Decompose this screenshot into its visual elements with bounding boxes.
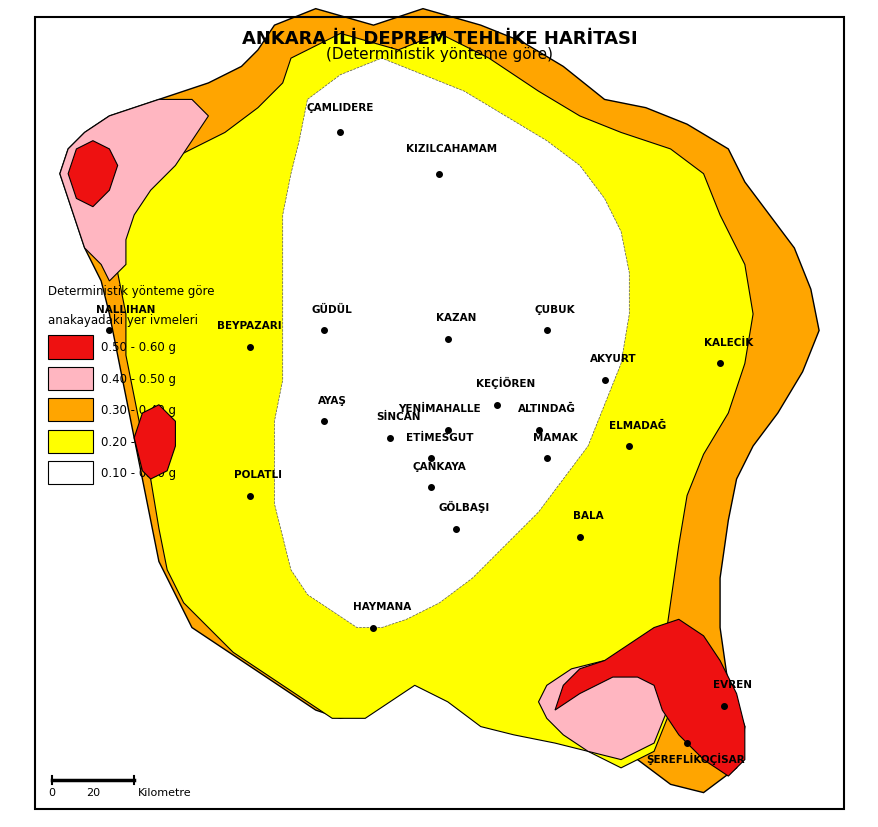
Text: KAZAN: KAZAN [435, 313, 476, 323]
Text: Kilometre: Kilometre [138, 787, 191, 797]
Text: 0.20 - 0.30 g: 0.20 - 0.30 g [101, 435, 176, 448]
Text: (Deterministik yönteme göre): (Deterministik yönteme göre) [326, 46, 552, 62]
Text: NALLIHAN: NALLIHAN [96, 304, 155, 314]
Text: ALTINDAĞ: ALTINDAĞ [517, 404, 575, 414]
FancyBboxPatch shape [47, 461, 93, 485]
Polygon shape [68, 141, 118, 208]
Text: 0.30 - 0.40 g: 0.30 - 0.40 g [101, 404, 176, 417]
Polygon shape [554, 619, 744, 777]
Text: Deterministik yönteme göre: Deterministik yönteme göre [47, 285, 213, 298]
Text: BEYPAZARI: BEYPAZARI [217, 321, 282, 331]
Polygon shape [538, 661, 670, 760]
Text: KEÇİÖREN: KEÇİÖREN [475, 377, 535, 389]
Text: 0.40 - 0.50 g: 0.40 - 0.50 g [101, 372, 176, 385]
Text: ÇUBUK: ÇUBUK [534, 304, 575, 314]
Text: 0.10 - 0.20 g: 0.10 - 0.20 g [101, 466, 176, 480]
FancyBboxPatch shape [47, 367, 93, 390]
Text: GÜDÜL: GÜDÜL [312, 304, 352, 314]
Text: EVREN: EVREN [712, 680, 751, 690]
Text: HAYMANA: HAYMANA [352, 601, 410, 611]
Text: ANKARA İLİ DEPREM TEHLİKE HARİTASI: ANKARA İLİ DEPREM TEHLİKE HARİTASI [241, 31, 637, 48]
Polygon shape [134, 405, 176, 480]
Polygon shape [60, 10, 818, 792]
Text: YENİMAHALLE: YENİMAHALLE [398, 404, 480, 414]
Text: ÇANKAYA: ÇANKAYA [412, 461, 466, 471]
Text: MAMAK: MAMAK [532, 433, 577, 442]
Text: KIZILCAHAMAM: KIZILCAHAMAM [406, 144, 497, 154]
Text: ÇAMLIDERE: ÇAMLIDERE [306, 103, 374, 112]
Text: GÖLBAŞI: GÖLBAŞI [438, 500, 489, 513]
Text: 20: 20 [86, 787, 100, 797]
Text: POLATLI: POLATLI [234, 470, 282, 480]
Text: anakayadaki yer ivmeleri: anakayadaki yer ivmeleri [47, 314, 198, 327]
FancyBboxPatch shape [47, 399, 93, 422]
Text: ŞEREFLİKOÇİSAR: ŞEREFLİKOÇİSAR [645, 752, 744, 764]
FancyBboxPatch shape [47, 336, 93, 359]
Text: KALECİK: KALECİK [703, 337, 752, 347]
Text: AKYURT: AKYURT [589, 354, 636, 364]
Text: 0.50 - 0.60 g: 0.50 - 0.60 g [101, 341, 176, 354]
Polygon shape [274, 59, 629, 628]
Text: ETİMESGUT: ETİMESGUT [406, 433, 472, 442]
Text: BALA: BALA [572, 510, 602, 521]
Text: SİNCAN: SİNCAN [376, 412, 420, 422]
Text: AYAŞ: AYAŞ [318, 395, 346, 405]
Text: ELMADAĞ: ELMADAĞ [608, 420, 666, 430]
Polygon shape [109, 35, 752, 768]
FancyBboxPatch shape [47, 430, 93, 453]
Polygon shape [60, 100, 208, 282]
Text: 0: 0 [48, 787, 55, 797]
